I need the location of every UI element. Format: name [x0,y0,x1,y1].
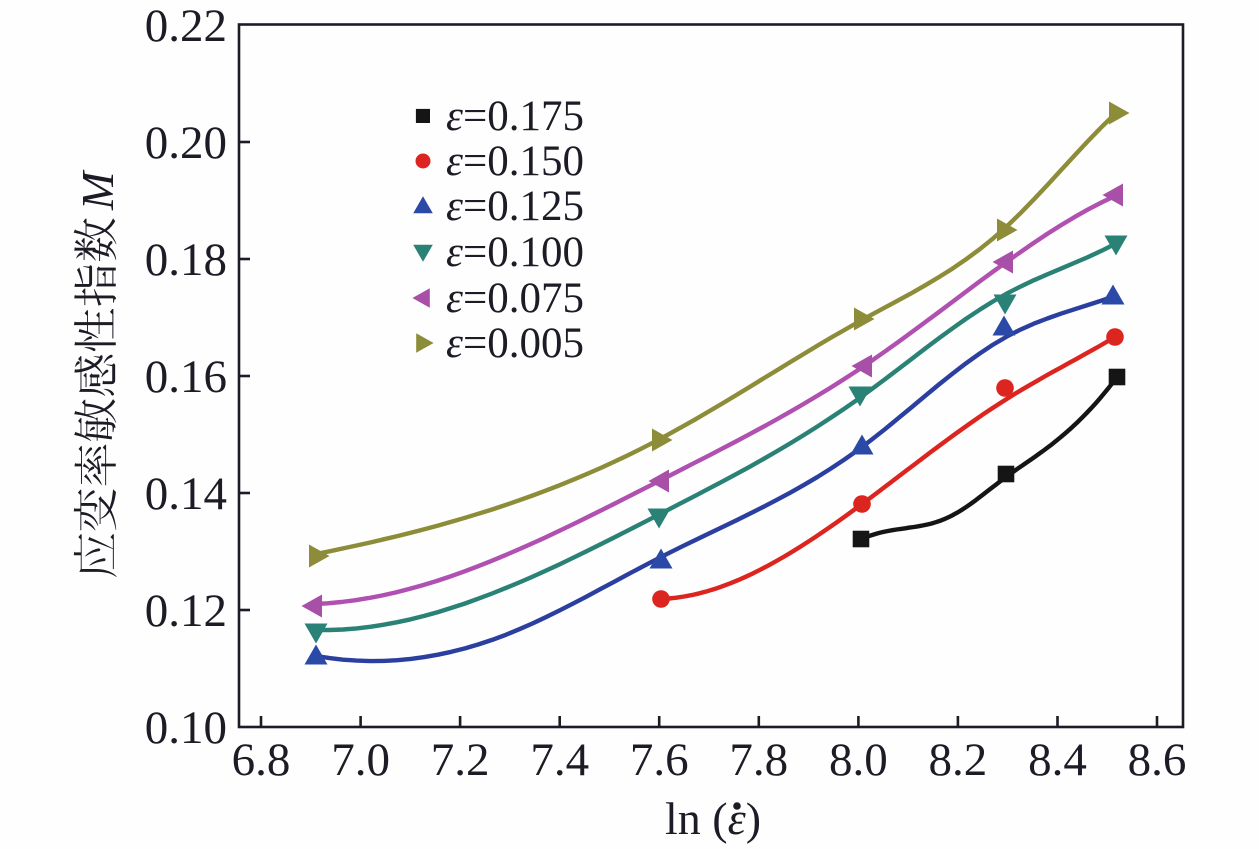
svg-text:0.16: 0.16 [145,351,227,403]
svg-text:7.8: 7.8 [729,734,788,786]
svg-text:7.2: 7.2 [431,734,490,786]
svg-text:ε=0.100: ε=0.100 [446,229,584,276]
svg-text:6.8: 6.8 [232,734,291,786]
svg-text:ε=0.005: ε=0.005 [446,320,584,367]
svg-text:M: M [72,169,123,211]
svg-text:8.2: 8.2 [929,734,988,786]
svg-text:ln (ε): ln (ε) [665,793,761,844]
svg-text:7.6: 7.6 [630,734,689,786]
svg-text:ε=0.175: ε=0.175 [446,93,584,140]
svg-text:0.10: 0.10 [145,702,227,754]
svg-text:ε=0.150: ε=0.150 [446,138,584,185]
svg-text:7.4: 7.4 [530,734,589,786]
svg-text:0.18: 0.18 [145,234,227,286]
svg-text:0.14: 0.14 [145,468,227,520]
svg-text:0.22: 0.22 [145,0,227,52]
svg-text:0.20: 0.20 [145,117,227,169]
svg-text:0.12: 0.12 [145,585,227,637]
svg-text:7.0: 7.0 [331,734,390,786]
svg-text:ε=0.075: ε=0.075 [446,275,584,322]
svg-text:8.0: 8.0 [829,734,888,786]
svg-text:8.6: 8.6 [1128,734,1187,786]
svg-text:ε=0.125: ε=0.125 [446,183,584,230]
svg-text:8.4: 8.4 [1028,734,1087,786]
